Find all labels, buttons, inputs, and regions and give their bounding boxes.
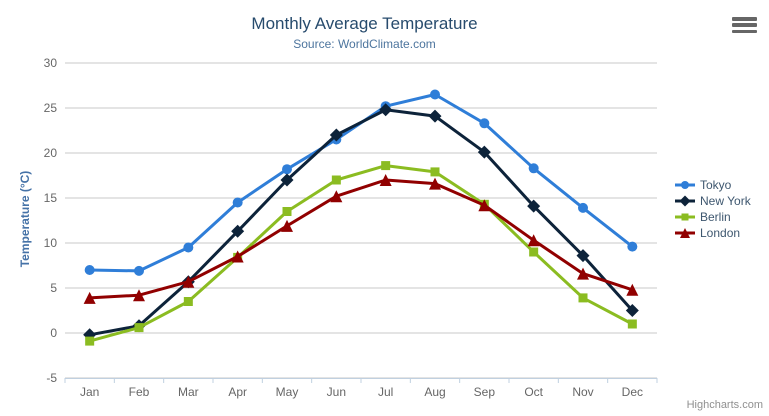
point-berlin-1[interactable] [134,323,144,333]
point-berlin-2[interactable] [183,297,193,306]
point-london-7[interactable] [429,177,441,190]
legend-label: Tokyo [700,178,732,192]
point-tokyo-10[interactable] [578,202,588,213]
point-london-8[interactable] [478,199,491,212]
point-tokyo-0[interactable] [84,265,95,275]
legend-item-london[interactable]: London [675,225,751,241]
point-berlin-0[interactable] [85,336,95,346]
hamburger-menu-icon [732,17,757,33]
point-berlin-11[interactable] [627,319,637,329]
legend-symbol [681,213,689,221]
hamburger-bar [732,23,757,27]
x-tick-label: Apr [228,385,247,399]
point-london-2[interactable] [182,275,195,288]
x-tick-label: Nov [572,385,593,399]
legend-symbol [681,181,689,189]
point-london-10[interactable] [577,267,589,280]
legend-item-tokyo[interactable]: Tokyo [675,177,751,193]
x-tick-label: Aug [424,385,445,399]
point-london-9[interactable] [527,234,540,247]
point-new-york-8[interactable] [477,145,491,159]
legend-symbol [679,195,691,207]
point-tokyo-11[interactable] [627,241,638,252]
hamburger-bar [732,17,757,21]
series-line-london[interactable] [88,178,634,300]
y-tick-label: 5 [50,281,57,295]
point-new-york-7[interactable] [428,109,442,123]
x-tick-label: Feb [129,385,150,399]
legend: Tokyo New York Berlin London [675,177,751,241]
point-new-york-4[interactable] [280,173,294,187]
point-new-york-3[interactable] [231,224,245,238]
y-tick-label: 30 [44,56,58,70]
export-menu-button[interactable] [732,17,757,33]
legend-symbol [680,228,690,238]
point-berlin-4[interactable] [282,207,292,216]
x-tick-label: Sep [474,385,496,399]
point-new-york-6[interactable] [379,103,393,117]
chart-subtitle: Source: WorldClimate.com [293,37,436,51]
legend-label: Berlin [700,210,731,224]
point-berlin-7[interactable] [430,167,440,177]
legend-marker-square-icon [675,213,695,221]
point-tokyo-9[interactable] [528,163,539,174]
point-new-york-11[interactable] [625,304,639,317]
x-tick-label: Jan [80,385,99,399]
series-line-berlin[interactable] [88,164,634,343]
point-tokyo-3[interactable] [232,197,243,208]
point-berlin-10[interactable] [578,293,588,303]
point-tokyo-1[interactable] [134,265,144,276]
x-tick-label: Jun [327,385,346,399]
point-berlin-5[interactable] [331,175,341,185]
y-tick-label: -5 [46,371,57,385]
point-london-6[interactable] [379,174,392,186]
point-london-0[interactable] [83,291,96,304]
point-london-4[interactable] [281,219,293,232]
point-tokyo-7[interactable] [430,89,440,100]
point-tokyo-4[interactable] [282,164,292,175]
point-new-york-10[interactable] [576,249,590,263]
point-tokyo-8[interactable] [479,118,490,129]
chart-title: Monthly Average Temperature [251,14,478,33]
legend-marker-diamond-icon [675,195,695,207]
legend-label: New York [700,194,751,208]
point-london-5[interactable] [330,190,343,203]
legend-marker-circle-icon [675,181,695,189]
point-london-11[interactable] [626,283,639,296]
y-axis-title: Temperature (°C) [18,170,32,268]
y-tick-label: 0 [50,326,57,340]
point-tokyo-2[interactable] [183,242,194,253]
legend-item-new-york[interactable]: New York [675,193,751,209]
x-tick-label: Dec [622,385,643,399]
legend-label: London [700,226,741,240]
hamburger-bar [732,29,757,33]
y-tick-label: 20 [44,146,58,160]
credits-link[interactable]: Highcharts.com [686,399,763,411]
point-new-york-9[interactable] [527,199,541,213]
point-berlin-6[interactable] [381,161,391,171]
y-tick-label: 15 [44,191,58,205]
y-tick-label: 25 [44,101,58,115]
x-tick-label: Jul [378,385,393,399]
point-berlin-9[interactable] [529,247,539,257]
point-london-3[interactable] [231,250,244,263]
x-tick-label: Oct [524,385,543,399]
y-tick-label: 10 [44,236,58,250]
x-tick-label: Mar [178,385,199,399]
point-new-york-5[interactable] [329,128,343,142]
x-tick-label: May [276,385,299,399]
point-london-1[interactable] [133,289,145,302]
legend-marker-triangle-icon [675,228,695,238]
legend-item-berlin[interactable]: Berlin [675,209,751,225]
series-line-new-york[interactable] [88,108,634,337]
